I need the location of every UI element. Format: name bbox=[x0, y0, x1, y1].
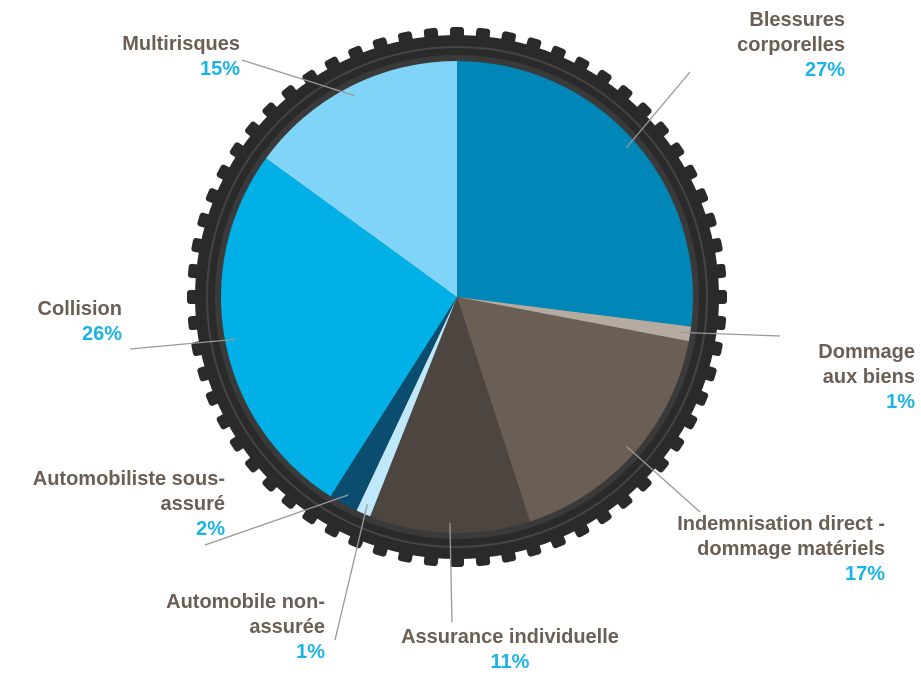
tread bbox=[450, 549, 464, 567]
value-label: 15% bbox=[40, 57, 240, 82]
value-label: 1% bbox=[160, 640, 325, 665]
tread bbox=[475, 547, 491, 566]
value-label: 26% bbox=[0, 322, 122, 347]
category-name: Assurance individuelle bbox=[355, 625, 665, 650]
tread bbox=[188, 315, 207, 331]
value-label: 1% bbox=[795, 390, 915, 415]
value-label: 17% bbox=[660, 562, 885, 587]
value-label: 2% bbox=[10, 517, 225, 542]
slice-label: Indemnisation direct - dommage matériels… bbox=[660, 512, 885, 587]
tread bbox=[424, 28, 440, 47]
tread bbox=[187, 290, 205, 304]
category-name: Automobile non-assurée bbox=[160, 590, 325, 640]
tread bbox=[450, 27, 464, 45]
value-label: 27% bbox=[715, 58, 845, 83]
tread bbox=[475, 28, 491, 47]
tread bbox=[188, 264, 207, 280]
tread bbox=[709, 290, 727, 304]
value-label: 11% bbox=[355, 650, 665, 675]
category-name: Multirisques bbox=[40, 32, 240, 57]
chart: Blessures corporelles27% Dommage aux bien… bbox=[0, 0, 921, 679]
slice bbox=[457, 61, 693, 327]
category-name: Automobiliste sous-assuré bbox=[10, 467, 225, 517]
tread bbox=[707, 264, 726, 280]
category-name: Collision bbox=[0, 297, 122, 322]
category-name: Blessures corporelles bbox=[715, 8, 845, 58]
tread bbox=[707, 315, 726, 331]
tread bbox=[424, 547, 440, 566]
category-name: Dommage aux biens bbox=[795, 340, 915, 390]
category-name: Indemnisation direct - dommage matériels bbox=[660, 512, 885, 562]
